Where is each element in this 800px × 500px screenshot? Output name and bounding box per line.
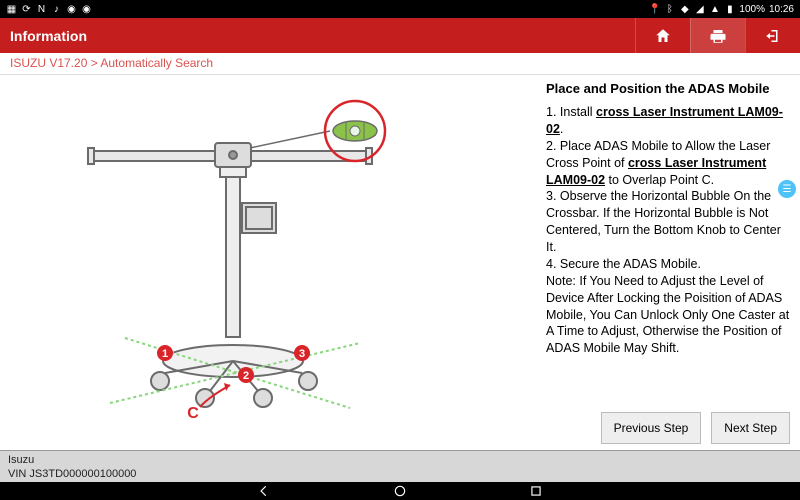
nav-icon: ◆ (679, 4, 690, 15)
diagram-panel: 1 2 3 C (0, 75, 540, 450)
step1-prefix: 1. Install (546, 105, 596, 119)
exit-icon (764, 27, 782, 45)
battery-icon: ▮ (724, 4, 735, 15)
breadcrumb: ISUZU V17.20 > Automatically Search (0, 53, 800, 75)
next-step-button[interactable]: Next Step (711, 412, 790, 444)
content-area: 1 2 3 C Place and Position the ADAS Mobi… (0, 75, 800, 450)
step-2: 2. Place ADAS Mobile to Allow the Laser … (546, 138, 790, 189)
marker-c: C (187, 405, 199, 422)
marker-3: 3 (299, 348, 305, 360)
instruction-body: 1. Install cross Laser Instrument LAM09-… (546, 104, 790, 404)
note: Note: If You Need to Adjust the Level of… (546, 273, 790, 357)
music-icon: ♪ (51, 4, 62, 15)
location1-icon: ◉ (66, 4, 77, 15)
wifi-icon: ◢ (694, 4, 705, 15)
marker-1: 1 (162, 348, 168, 360)
app-header: Information (0, 18, 800, 53)
android-status-bar: ▦ ⟳ N ♪ ◉ ◉ 📍 ᛒ ◆ ◢ ▲ ▮ 100% 10:26 (0, 0, 800, 18)
instruction-panel: Place and Position the ADAS Mobile 1. In… (540, 75, 800, 450)
recent-button[interactable] (528, 483, 544, 499)
home-button[interactable] (635, 18, 690, 53)
step-buttons: Previous Step Next Step (546, 412, 790, 444)
step-3: 3. Observe the Horizontal Bubble On the … (546, 188, 790, 256)
marker-2: 2 (243, 370, 249, 382)
back-icon (257, 484, 271, 498)
circle-icon (393, 484, 407, 498)
clock: 10:26 (769, 4, 794, 15)
bluetooth-icon: ᛒ (664, 4, 675, 15)
back-button[interactable] (256, 483, 272, 499)
vehicle-make: Isuzu (8, 453, 792, 467)
floating-action-icon[interactable]: ☰ (778, 180, 796, 198)
home-icon (654, 27, 672, 45)
step-1: 1. Install cross Laser Instrument LAM09-… (546, 104, 790, 138)
home-nav-button[interactable] (392, 483, 408, 499)
print-button[interactable] (690, 18, 745, 53)
previous-step-button[interactable]: Previous Step (601, 412, 702, 444)
vehicle-vin: VIN JS3TD000000100000 (8, 467, 792, 481)
gps-icon: 📍 (649, 4, 660, 15)
status-left-icons: ▦ ⟳ N ♪ ◉ ◉ (6, 4, 92, 15)
battery-percent: 100% (739, 4, 765, 15)
step2-suffix: to Overlap Point C. (605, 173, 714, 187)
android-nav-bar (0, 482, 800, 500)
letter-n-icon: N (36, 4, 47, 15)
status-right-icons: 📍 ᛒ ◆ ◢ ▲ ▮ 100% 10:26 (649, 4, 794, 15)
adas-diagram: 1 2 3 C (50, 93, 490, 433)
step1-suffix: . (560, 122, 563, 136)
square-icon (529, 484, 543, 498)
print-icon (709, 27, 727, 45)
signal-icon: ▲ (709, 4, 720, 15)
step-4: 4. Secure the ADAS Mobile. (546, 256, 790, 273)
header-buttons (635, 18, 800, 53)
vehicle-info-footer: Isuzu VIN JS3TD000000100000 (0, 450, 800, 482)
app-icon: ▦ (6, 4, 17, 15)
exit-button[interactable] (745, 18, 800, 53)
sync-icon: ⟳ (21, 4, 32, 15)
location2-icon: ◉ (81, 4, 92, 15)
header-title: Information (10, 28, 87, 44)
instruction-title: Place and Position the ADAS Mobile (546, 81, 790, 96)
